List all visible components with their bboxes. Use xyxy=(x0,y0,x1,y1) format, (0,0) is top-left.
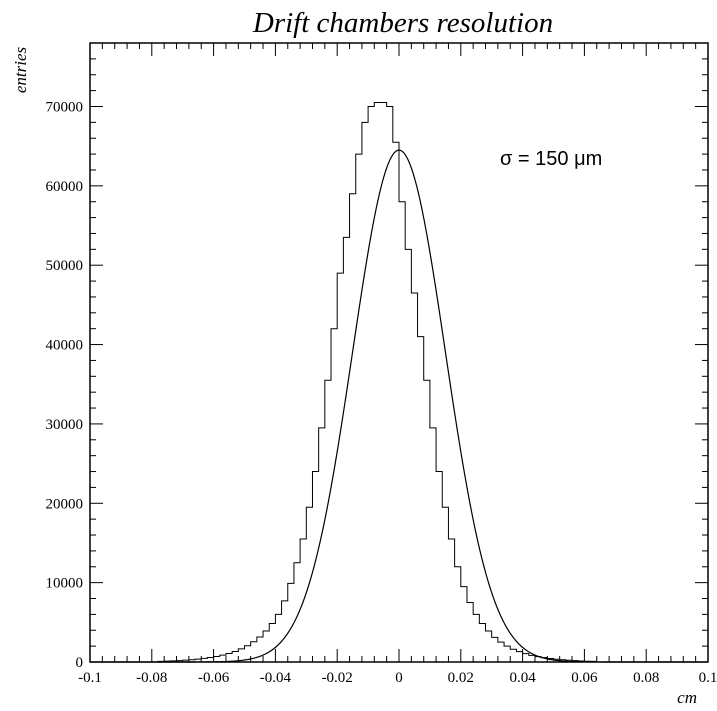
x-tick-label: 0.04 xyxy=(509,670,536,686)
y-tick-label: 20000 xyxy=(46,496,84,512)
y-tick-label: 30000 xyxy=(46,417,84,433)
y-tick-label: 0 xyxy=(76,655,84,671)
histogram-series xyxy=(90,102,708,663)
x-tick-label: 0.06 xyxy=(571,670,598,686)
x-tick-label: -0.1 xyxy=(78,670,102,686)
x-tick-labels: -0.1 -0.08 -0.06 -0.04 -0.02 0 0.02 0.04 0.06 0.0… xyxy=(78,670,717,686)
y-tick-label: 40000 xyxy=(46,338,84,354)
x-tick-label: 0.1 xyxy=(699,670,717,686)
x-tick-label: -0.08 xyxy=(136,670,167,686)
x-tick-label: 0.02 xyxy=(448,670,474,686)
plot-frame xyxy=(89,42,709,663)
gaussian-fit-curve xyxy=(90,149,708,663)
x-axis-label: cm xyxy=(677,688,697,707)
x-tick-label: -0.06 xyxy=(198,670,230,686)
x-tick-label: -0.02 xyxy=(322,670,353,686)
axis-ticks xyxy=(89,42,709,663)
y-axis-label: entries xyxy=(11,46,30,93)
sigma-annotation: σ = 150 μm xyxy=(500,148,602,170)
x-tick-label: 0 xyxy=(395,670,403,686)
y-tick-label: 60000 xyxy=(46,179,84,195)
y-tick-label: 70000 xyxy=(46,99,84,115)
x-tick-label: 0.08 xyxy=(633,670,659,686)
y-tick-label: 50000 xyxy=(46,258,84,274)
y-tick-labels: 0 10000 20000 30000 40000 50000 60000 70000 xyxy=(46,99,84,671)
chart-title: Drift chambers resolution xyxy=(252,7,553,39)
y-tick-label: 10000 xyxy=(46,576,84,592)
x-tick-label: -0.04 xyxy=(260,670,292,686)
